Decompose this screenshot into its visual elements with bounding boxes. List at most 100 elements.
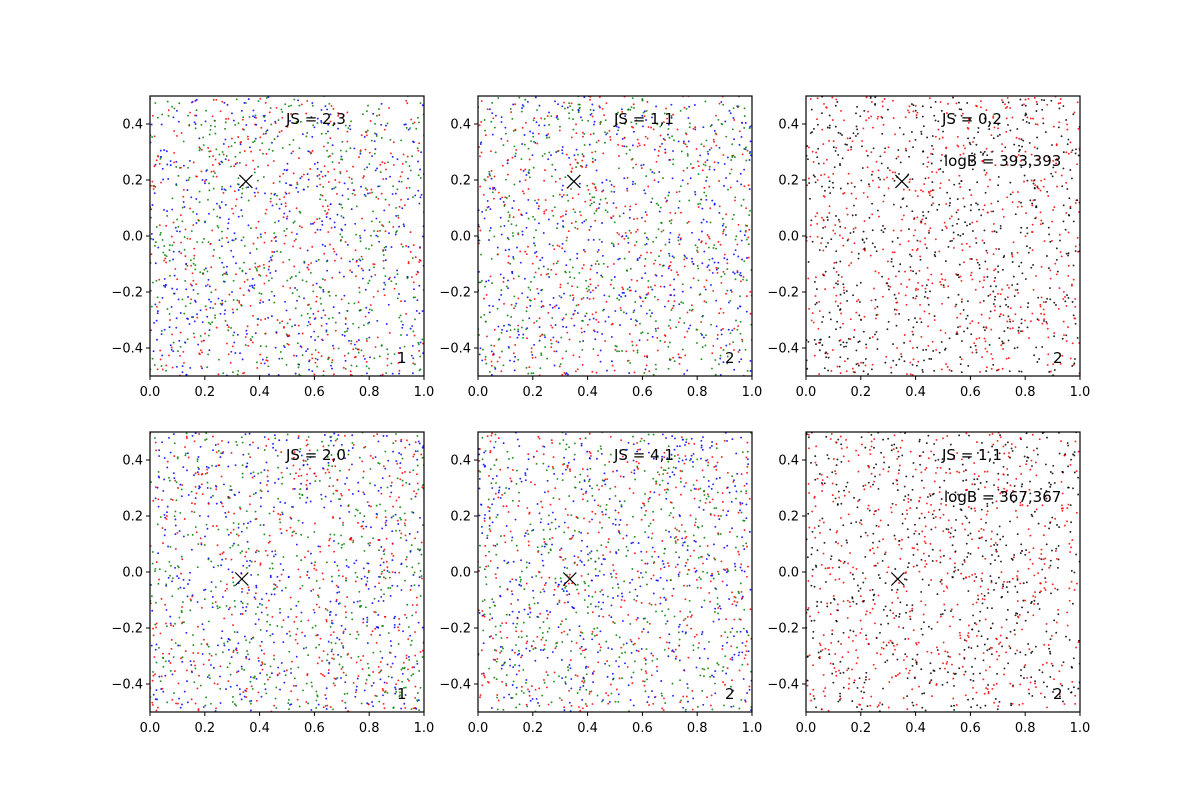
scatter-point (954, 305, 957, 308)
scatter-point (172, 116, 175, 119)
scatter-point (265, 356, 268, 359)
scatter-point (284, 202, 287, 205)
scatter-point (340, 677, 342, 679)
scatter-point (1035, 110, 1038, 112)
scatter-point (644, 297, 647, 300)
scatter-point (154, 102, 157, 104)
scatter-point (561, 195, 564, 198)
scatter-point (1021, 145, 1023, 148)
scatter-point (971, 351, 974, 354)
scatter-point (190, 196, 193, 199)
scatter-point (262, 176, 265, 178)
scatter-point (921, 115, 924, 118)
scatter-point (723, 184, 725, 187)
scatter-point (385, 245, 388, 248)
scatter-point (703, 145, 705, 148)
scatter-point (694, 244, 697, 247)
scatter-point (823, 102, 825, 105)
scatter-point (354, 347, 357, 350)
scatter-point (171, 197, 174, 200)
scatter-point (315, 634, 318, 637)
scatter-point (712, 138, 715, 141)
scatter-point (421, 484, 424, 487)
scatter-point (194, 300, 197, 303)
scatter-point (419, 246, 422, 249)
scatter-point (1018, 200, 1021, 203)
scatter-point (925, 217, 928, 220)
scatter-point (631, 157, 634, 160)
scatter-point (644, 192, 647, 195)
scatter-point (505, 330, 508, 333)
scatter-point (501, 350, 503, 353)
scatter-point (1046, 103, 1049, 106)
scatter-point (876, 313, 879, 316)
scatter-point (158, 301, 161, 304)
scatter-point (926, 266, 929, 269)
scatter-point (479, 347, 482, 350)
scatter-point (745, 159, 748, 162)
scatter-point (899, 161, 902, 164)
scatter-point (1008, 370, 1011, 373)
scatter-point (254, 551, 257, 554)
scatter-point (828, 180, 831, 183)
scatter-point (173, 130, 176, 133)
scatter-point (745, 295, 748, 298)
scatter-point (848, 264, 851, 267)
scatter-point (220, 160, 223, 163)
scatter-point (155, 689, 158, 692)
scatter-point (247, 199, 250, 202)
scatter-point (1030, 179, 1033, 182)
scatter-point (944, 260, 947, 263)
scatter-point (890, 258, 893, 260)
scatter-point (1055, 304, 1057, 306)
scatter-point (1055, 247, 1058, 250)
scatter-point (585, 218, 588, 221)
scatter-point (269, 271, 272, 274)
scatter-point (408, 679, 410, 682)
scatter-point (1031, 223, 1034, 226)
scatter-point (220, 201, 223, 203)
scatter-point (259, 97, 262, 100)
scatter-point (685, 107, 688, 110)
scatter-point (331, 359, 334, 362)
scatter-point (559, 286, 562, 289)
scatter-point (825, 351, 828, 354)
scatter-point (374, 346, 377, 349)
scatter-point (994, 276, 997, 279)
scatter-point (1032, 117, 1035, 120)
scatter-point (364, 606, 367, 609)
scatter-point (297, 332, 300, 335)
scatter-point (288, 143, 291, 146)
scatter-point (682, 169, 685, 172)
scatter-point (930, 106, 932, 109)
scatter-point (248, 589, 250, 591)
scatter-point (392, 225, 395, 228)
scatter-point (154, 163, 157, 166)
scatter-point (826, 216, 829, 219)
scatter-point (697, 160, 699, 163)
scatter-point (256, 323, 259, 326)
scatter-point (253, 475, 256, 478)
scatter-point (306, 131, 309, 134)
scatter-point (849, 338, 852, 341)
scatter-point (238, 267, 241, 270)
scatter-point (708, 237, 711, 240)
scatter-point (246, 278, 249, 281)
scatter-point (311, 149, 314, 152)
scatter-point (682, 142, 685, 145)
scatter-point (415, 611, 417, 614)
scatter-point (263, 282, 266, 285)
scatter-point (616, 350, 619, 353)
scatter-point (827, 356, 830, 359)
scatter-point (248, 432, 251, 435)
scatter-point (390, 644, 393, 647)
scatter-point (929, 290, 931, 293)
scatter-point (517, 275, 520, 278)
scatter-point (307, 320, 310, 323)
scatter-point (911, 248, 914, 251)
scatter-point (930, 358, 933, 360)
scatter-point (874, 270, 877, 273)
scatter-point (305, 280, 308, 283)
scatter-point (717, 118, 720, 121)
scatter-point (992, 116, 995, 119)
